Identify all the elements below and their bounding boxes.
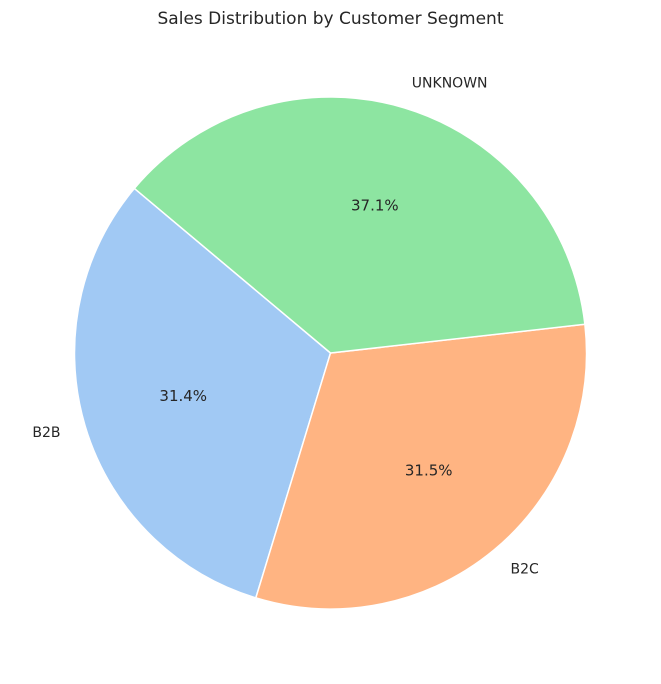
slice-label-b2b: B2B <box>32 425 60 441</box>
pie-slice-unknown <box>133 96 586 354</box>
percent-label-b2b: 31.4% <box>159 387 207 405</box>
pie-slice-b2c <box>255 323 588 610</box>
pie-slice-b2b <box>73 187 332 599</box>
slice-label-unknown: UNKNOWN <box>412 75 488 91</box>
pie-slices <box>73 96 588 610</box>
percent-label-b2c: 31.5% <box>405 462 453 480</box>
percent-label-unknown: 37.1% <box>351 196 399 214</box>
pie-labels: B2B 31.4% B2C 31.5% UNKNOWN 37.1% <box>32 75 539 577</box>
chart-title: Sales Distribution by Customer Segment <box>158 9 504 29</box>
slice-label-b2c: B2C <box>511 562 540 578</box>
